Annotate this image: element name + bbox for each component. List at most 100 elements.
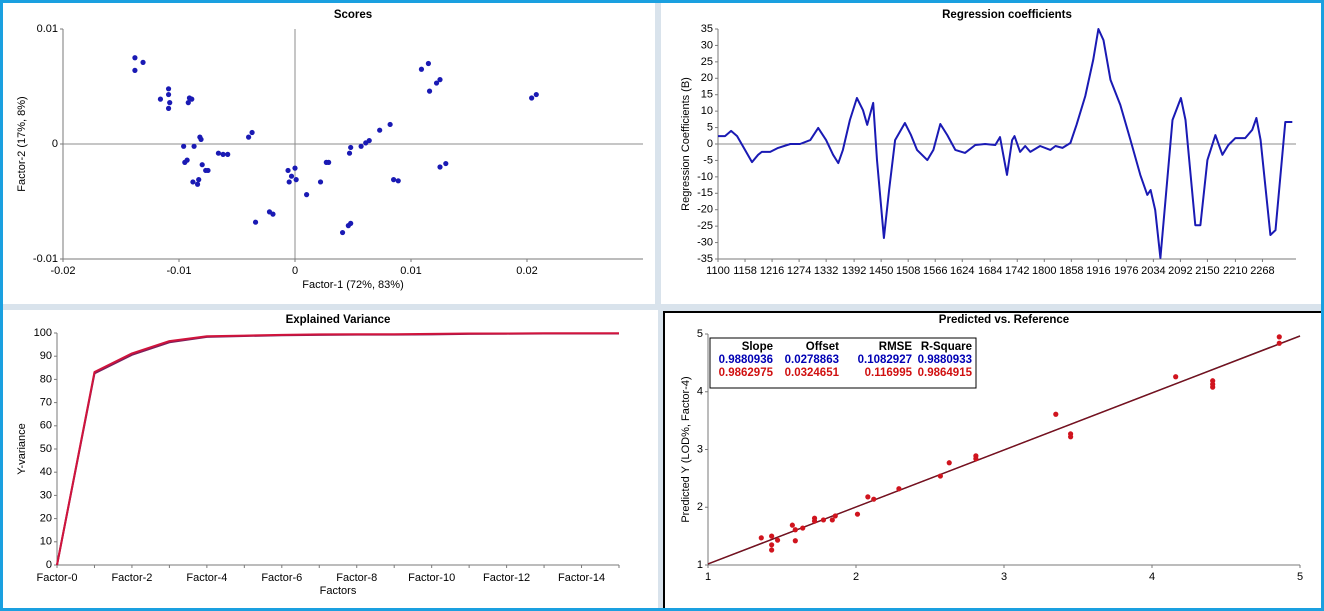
x-tick-label: 1858 [1059, 265, 1083, 277]
point [769, 547, 775, 553]
point [215, 150, 222, 156]
point [387, 121, 393, 128]
x-tick-label: Factor-6 [261, 572, 302, 584]
y-tick-label: 100 [34, 327, 52, 339]
chart-title: Predicted vs. Reference [939, 314, 1069, 326]
panel-regression[interactable] [661, 3, 1321, 304]
series-line [718, 28, 1293, 259]
point [194, 181, 201, 187]
y-tick-label: 20 [701, 72, 713, 84]
y-tick-label: 70 [40, 397, 52, 409]
x-tick-label: 1566 [923, 265, 947, 277]
point [789, 522, 795, 528]
x-tick-label: 1916 [1086, 265, 1110, 277]
y-tick-label: 80 [40, 373, 52, 385]
stats-header: Slope [742, 341, 773, 353]
point [366, 137, 372, 144]
point [140, 59, 146, 65]
point [181, 143, 187, 149]
point [304, 192, 310, 198]
stats-value: 0.116995 [865, 367, 913, 379]
y-axis-label: Factor-2 (17%, 8%) [16, 96, 28, 191]
point [157, 96, 164, 102]
y-tick-label: 15 [701, 89, 713, 101]
point [196, 177, 202, 183]
point [1068, 434, 1074, 440]
point [377, 127, 383, 133]
point [865, 494, 871, 500]
y-tick-label: 0 [707, 138, 713, 150]
point [358, 143, 364, 149]
point [191, 143, 197, 149]
stats-box [709, 337, 977, 389]
point [533, 91, 539, 98]
point [425, 60, 431, 67]
point [1053, 411, 1059, 417]
x-tick-label: Factor-2 [111, 572, 152, 584]
x-tick-label: 2268 [1250, 265, 1274, 277]
stats-header: Offset [806, 341, 839, 353]
point [811, 518, 818, 524]
x-tick-label: 0 [292, 265, 298, 277]
x-tick-label: 0.01 [400, 265, 421, 277]
chart-title: Regression coefficients [942, 9, 1072, 21]
y-tick-label: 30 [40, 489, 52, 501]
point [437, 164, 443, 170]
x-tick-label: 1800 [1032, 265, 1056, 277]
point [165, 105, 172, 111]
y-tick-label: -10 [697, 171, 713, 183]
y-tick-label: -20 [697, 204, 713, 216]
y-tick-label: 3 [697, 443, 703, 455]
point [937, 473, 943, 479]
selected-panel-border [663, 311, 1321, 608]
stats-value: 0.9864915 [918, 367, 973, 379]
x-tick-label: 1158 [733, 265, 757, 277]
x-tick-label: 2150 [1195, 265, 1219, 277]
point [391, 177, 397, 183]
y-tick-label: 2 [697, 501, 703, 513]
x-tick-label: 2092 [1168, 265, 1192, 277]
y-tick-label: -0.01 [33, 253, 58, 265]
point [225, 151, 231, 157]
y-tick-label: 5 [697, 328, 703, 340]
x-tick-label: Factor-10 [408, 572, 455, 584]
stats-value: 0.0278863 [785, 354, 839, 366]
point [198, 136, 204, 142]
point [820, 517, 827, 523]
y-tick-label: 20 [40, 513, 52, 525]
point [973, 453, 979, 459]
point [437, 77, 443, 83]
point [426, 88, 433, 94]
point [165, 91, 172, 98]
point [249, 129, 255, 136]
x-tick-label: 1508 [896, 265, 920, 277]
y-axis-label: Predicted Y (LOD%, Factor-4) [680, 376, 692, 522]
y-tick-label: 5 [707, 121, 713, 133]
x-tick-label: Factor-4 [186, 572, 227, 584]
point [800, 525, 806, 531]
x-tick-label: 2 [853, 571, 859, 583]
x-tick-label: 3 [1001, 571, 1007, 583]
x-tick-label: -0.02 [50, 265, 75, 277]
y-tick-label: 1 [697, 559, 703, 571]
point [418, 66, 425, 72]
stats-header: R-Square [921, 341, 972, 353]
y-tick-label: 90 [40, 350, 52, 362]
point [792, 538, 798, 544]
stats-header: RMSE [879, 341, 913, 353]
point [190, 179, 196, 185]
point [395, 178, 401, 184]
chart-title: Scores [334, 9, 372, 21]
panel-variance[interactable] [3, 310, 658, 608]
x-tick-label: 1742 [1005, 265, 1029, 277]
x-tick-label: 1684 [978, 265, 1002, 277]
x-tick-label: -0.01 [166, 265, 191, 277]
y-tick-label: 60 [40, 420, 52, 432]
panel-scores[interactable] [3, 3, 655, 304]
chart-title: Explained Variance [286, 314, 391, 326]
y-axis-label: Regression Coefficients (B) [680, 77, 692, 211]
point [339, 229, 346, 236]
point [189, 96, 195, 102]
